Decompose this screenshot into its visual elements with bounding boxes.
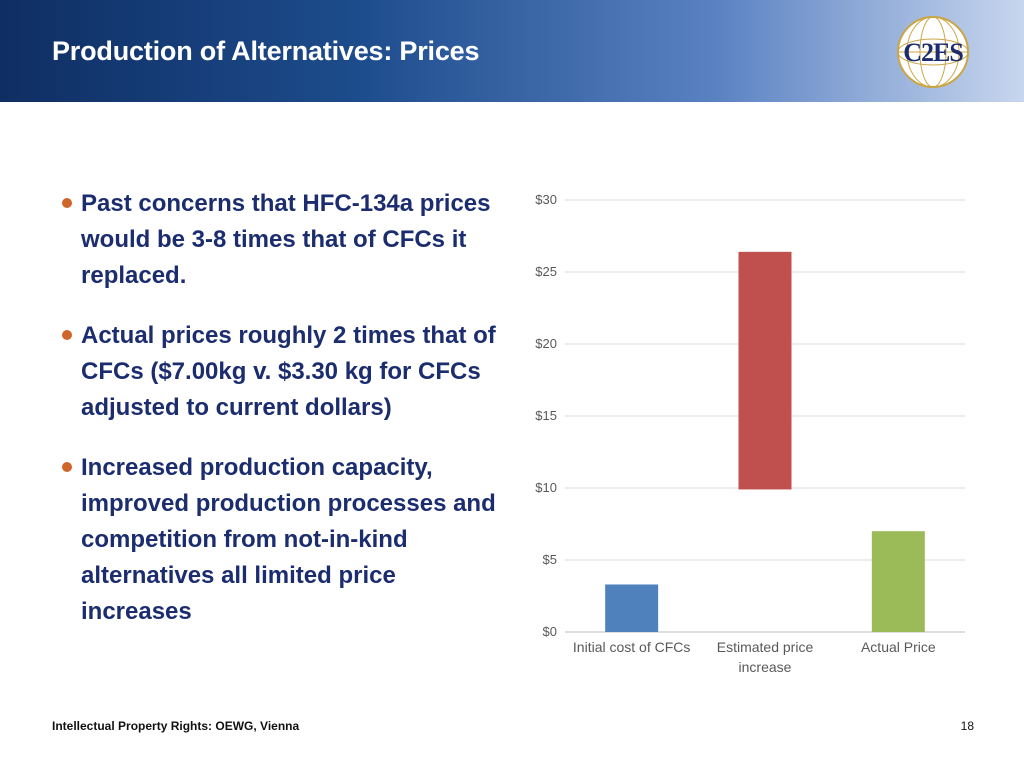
bullet-text: Actual prices roughly 2 times that of CF… [81, 322, 496, 421]
bullet-text: Past concerns that HFC-134a prices would… [81, 190, 491, 289]
bullet-item: Increased production capacity, improved … [60, 450, 500, 630]
page-number: 18 [960, 719, 974, 733]
y-tick-label: $20 [535, 336, 557, 351]
bullet-dot-icon [62, 330, 72, 340]
slide-title: Production of Alternatives: Prices [52, 36, 480, 66]
bullet-item: Past concerns that HFC-134a prices would… [60, 186, 500, 294]
header-band [0, 0, 1024, 102]
y-tick-label: $30 [535, 192, 557, 207]
bar [871, 531, 925, 632]
y-tick-label: $0 [543, 624, 557, 639]
bullet-text: Increased production capacity, improved … [81, 454, 496, 625]
y-tick-label: $10 [535, 480, 557, 495]
bar [738, 251, 792, 490]
x-tick-label: Estimated price increase [717, 639, 814, 675]
bullet-item: Actual prices roughly 2 times that of CF… [60, 318, 500, 426]
c2es-logo: C2ES [897, 16, 969, 88]
price-bar-chart: $0 $5 $10 $15 $20 $25 $30 Initial cost of CFCs E… [535, 192, 965, 675]
x-tick-label: Initial cost of CFCs [573, 639, 690, 655]
bullet-list: Past concerns that HFC-134a prices would… [60, 186, 500, 654]
bar [605, 584, 659, 632]
y-tick-label: $15 [535, 408, 557, 423]
logo-text: C2ES [903, 38, 963, 67]
footer-text: Intellectual Property Rights: OEWG, Vien… [52, 719, 300, 733]
bullet-dot-icon [62, 462, 72, 472]
bullet-dot-icon [62, 198, 72, 208]
x-tick-label: Actual Price [861, 639, 936, 655]
y-tick-label: $5 [543, 552, 557, 567]
y-tick-label: $25 [535, 264, 557, 279]
